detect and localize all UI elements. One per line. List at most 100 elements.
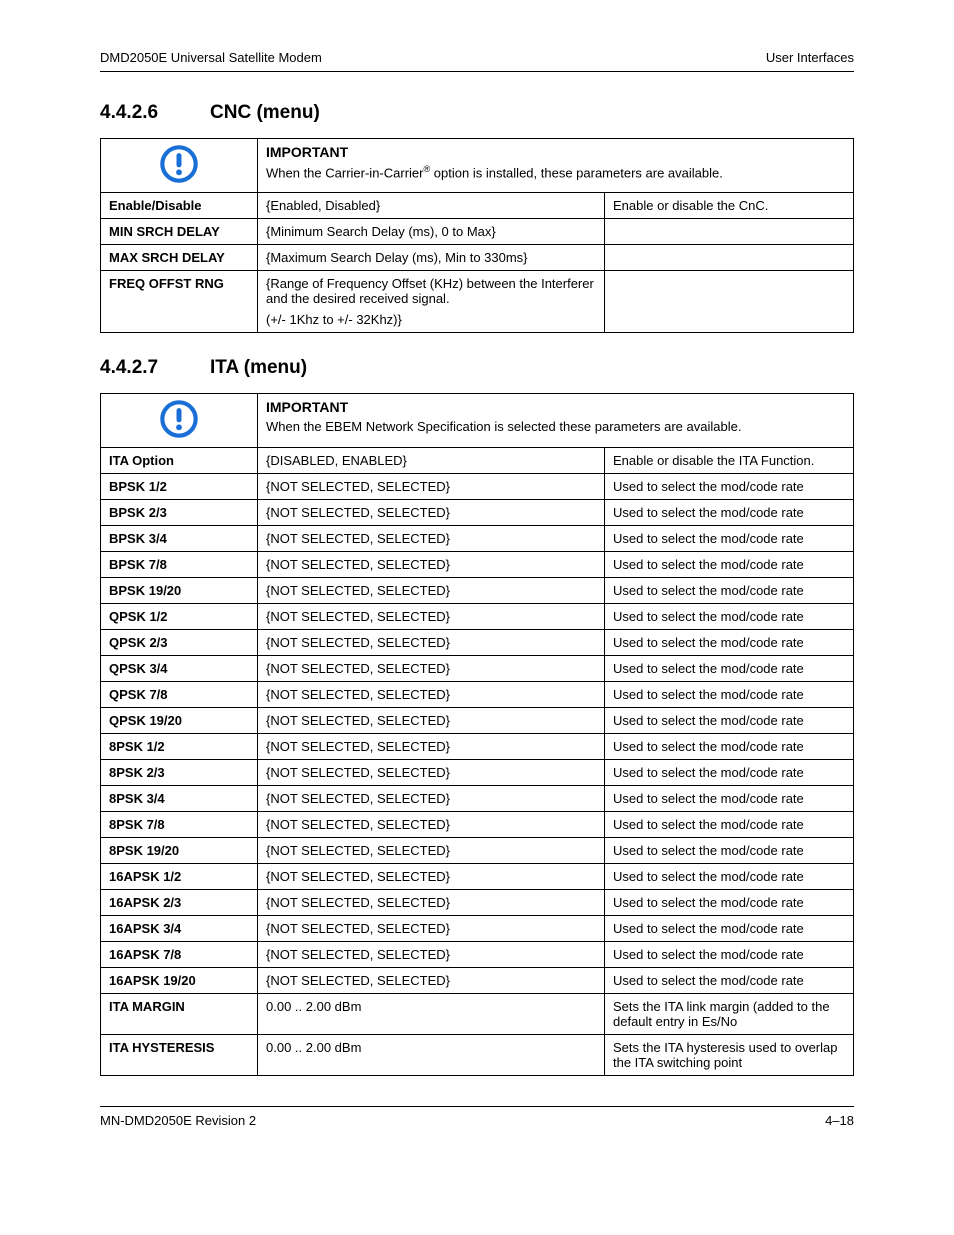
param-label: 16APSK 2/3 [101, 890, 258, 916]
param-value: {NOT SELECTED, SELECTED} [258, 630, 605, 656]
param-label: 8PSK 3/4 [101, 786, 258, 812]
table-row: QPSK 3/4{NOT SELECTED, SELECTED}Used to … [101, 656, 854, 682]
param-value: {NOT SELECTED, SELECTED} [258, 786, 605, 812]
registered-mark: ® [423, 164, 430, 174]
param-description: Used to select the mod/code rate [605, 500, 854, 526]
param-label: QPSK 7/8 [101, 682, 258, 708]
param-description: Used to select the mod/code rate [605, 474, 854, 500]
footer-rule [100, 1106, 854, 1107]
param-description: Used to select the mod/code rate [605, 916, 854, 942]
param-description [605, 219, 854, 245]
table-row: FREQ OFFST RNG{Range of Frequency Offset… [101, 271, 854, 333]
header-right: User Interfaces [766, 50, 854, 65]
param-label: ITA HYSTERESIS [101, 1035, 258, 1076]
param-label: Enable/Disable [101, 193, 258, 219]
important-row: IMPORTANTWhen the Carrier-in-Carrier® op… [101, 139, 854, 193]
footer-right: 4–18 [825, 1113, 854, 1128]
param-description: Used to select the mod/code rate [605, 812, 854, 838]
table-row: 16APSK 1/2{NOT SELECTED, SELECTED}Used t… [101, 864, 854, 890]
page-footer: MN-DMD2050E Revision 2 4–18 [100, 1113, 854, 1128]
table-row: BPSK 3/4{NOT SELECTED, SELECTED}Used to … [101, 526, 854, 552]
param-description: Sets the ITA link margin (added to the d… [605, 994, 854, 1035]
param-value: {Minimum Search Delay (ms), 0 to Max} [258, 219, 605, 245]
param-value: {NOT SELECTED, SELECTED} [258, 942, 605, 968]
param-description: Used to select the mod/code rate [605, 734, 854, 760]
param-description: Used to select the mod/code rate [605, 942, 854, 968]
param-label: BPSK 3/4 [101, 526, 258, 552]
section-title: ITA (menu) [210, 357, 307, 379]
important-label: IMPORTANT [266, 144, 845, 160]
param-label: BPSK 1/2 [101, 474, 258, 500]
param-value: {NOT SELECTED, SELECTED} [258, 968, 605, 994]
table-row: MIN SRCH DELAY{Minimum Search Delay (ms)… [101, 219, 854, 245]
important-label: IMPORTANT [266, 399, 845, 415]
param-value: {NOT SELECTED, SELECTED} [258, 682, 605, 708]
param-label: 8PSK 7/8 [101, 812, 258, 838]
table-row: 16APSK 3/4{NOT SELECTED, SELECTED}Used t… [101, 916, 854, 942]
param-description: Used to select the mod/code rate [605, 526, 854, 552]
param-label: ITA Option [101, 448, 258, 474]
param-description: Used to select the mod/code rate [605, 760, 854, 786]
param-label: FREQ OFFST RNG [101, 271, 258, 333]
param-description [605, 271, 854, 333]
param-description: Used to select the mod/code rate [605, 786, 854, 812]
table-row: 8PSK 19/20{NOT SELECTED, SELECTED}Used t… [101, 838, 854, 864]
table-row: BPSK 19/20{NOT SELECTED, SELECTED}Used t… [101, 578, 854, 604]
param-label: QPSK 2/3 [101, 630, 258, 656]
important-icon [159, 144, 199, 184]
param-label: BPSK 2/3 [101, 500, 258, 526]
param-description: Used to select the mod/code rate [605, 864, 854, 890]
param-description: Used to select the mod/code rate [605, 656, 854, 682]
param-value: {DISABLED, ENABLED} [258, 448, 605, 474]
important-icon-cell [101, 139, 258, 193]
param-label: 8PSK 2/3 [101, 760, 258, 786]
important-icon [159, 399, 199, 439]
param-description: Used to select the mod/code rate [605, 604, 854, 630]
param-label: QPSK 3/4 [101, 656, 258, 682]
param-description: Used to select the mod/code rate [605, 630, 854, 656]
important-row: IMPORTANT When the EBEM Network Specifica… [101, 394, 854, 448]
header-rule [100, 71, 854, 72]
section-heading: 4.4.2.7ITA (menu) [100, 357, 854, 379]
param-label: ITA MARGIN [101, 994, 258, 1035]
sections-container: 4.4.2.6CNC (menu) IMPORTANTWhen the Carr… [100, 102, 854, 1076]
important-text-cell: IMPORTANTWhen the Carrier-in-Carrier® op… [258, 139, 854, 193]
table-row: QPSK 2/3{NOT SELECTED, SELECTED}Used to … [101, 630, 854, 656]
param-description: Used to select the mod/code rate [605, 968, 854, 994]
param-description: Sets the ITA hysteresis used to overlap … [605, 1035, 854, 1076]
param-description: Used to select the mod/code rate [605, 682, 854, 708]
table-row: 8PSK 1/2{NOT SELECTED, SELECTED}Used to … [101, 734, 854, 760]
table-row: MAX SRCH DELAY{Maximum Search Delay (ms)… [101, 245, 854, 271]
table-row: ITA MARGIN0.00 .. 2.00 dBmSets the ITA l… [101, 994, 854, 1035]
table-row: 8PSK 2/3{NOT SELECTED, SELECTED}Used to … [101, 760, 854, 786]
header-left: DMD2050E Universal Satellite Modem [100, 50, 322, 65]
param-label: 8PSK 1/2 [101, 734, 258, 760]
param-description [605, 245, 854, 271]
param-value: {NOT SELECTED, SELECTED} [258, 500, 605, 526]
param-label: MIN SRCH DELAY [101, 219, 258, 245]
table-row: 8PSK 7/8{NOT SELECTED, SELECTED}Used to … [101, 812, 854, 838]
param-value: {NOT SELECTED, SELECTED} [258, 578, 605, 604]
param-value: 0.00 .. 2.00 dBm [258, 994, 605, 1035]
table-row: 8PSK 3/4{NOT SELECTED, SELECTED}Used to … [101, 786, 854, 812]
param-description: Used to select the mod/code rate [605, 578, 854, 604]
param-label: QPSK 1/2 [101, 604, 258, 630]
param-description: Used to select the mod/code rate [605, 890, 854, 916]
param-value: {NOT SELECTED, SELECTED} [258, 604, 605, 630]
param-label: 8PSK 19/20 [101, 838, 258, 864]
important-text: When the EBEM Network Specification is s… [266, 419, 845, 434]
param-value: {NOT SELECTED, SELECTED} [258, 760, 605, 786]
param-value: {NOT SELECTED, SELECTED} [258, 526, 605, 552]
param-label: QPSK 19/20 [101, 708, 258, 734]
table-row: QPSK 19/20{NOT SELECTED, SELECTED}Used t… [101, 708, 854, 734]
section-heading: 4.4.2.6CNC (menu) [100, 102, 854, 124]
table-row: 16APSK 19/20{NOT SELECTED, SELECTED}Used… [101, 968, 854, 994]
param-label: 16APSK 1/2 [101, 864, 258, 890]
section-number: 4.4.2.6 [100, 102, 210, 124]
param-label: MAX SRCH DELAY [101, 245, 258, 271]
param-table: IMPORTANTWhen the Carrier-in-Carrier® op… [100, 138, 854, 333]
param-value: {NOT SELECTED, SELECTED} [258, 864, 605, 890]
important-text-cell: IMPORTANT When the EBEM Network Specifica… [258, 394, 854, 448]
section-number: 4.4.2.7 [100, 357, 210, 379]
table-row: BPSK 1/2{NOT SELECTED, SELECTED}Used to … [101, 474, 854, 500]
